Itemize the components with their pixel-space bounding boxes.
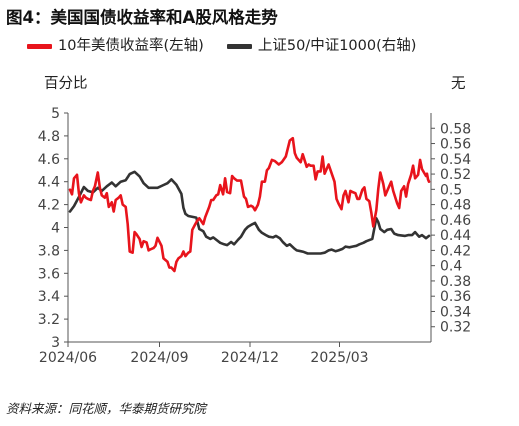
source-note: 资料来源：同花顺，华泰期货研究院 <box>6 401 207 416</box>
right-axis-tick-label: 0.32 <box>440 320 471 336</box>
right-axis-tick-label: 0.4 <box>440 259 462 275</box>
right-axis-tick-label: 0.5 <box>440 182 462 198</box>
left-axis-tick-label: 4.4 <box>38 175 60 191</box>
x-axis-tick-label: 2024/12 <box>221 350 279 366</box>
chart-legend: 10年美债收益率(左轴) 上证50/中证1000(右轴) <box>27 34 416 54</box>
right-axis-tick-label: 0.42 <box>440 243 471 259</box>
left-axis-tick-label: 3.6 <box>38 266 60 282</box>
legend-label-index-ratio: 上证50/中证1000(右轴) <box>257 38 417 54</box>
left-axis-tick-label: 3.2 <box>38 312 60 328</box>
right-axis-tick-label: 0.52 <box>440 167 471 183</box>
right-axis-tick-label: 0.36 <box>440 289 471 305</box>
line-chart: 33.23.43.63.844.24.44.64.850.320.340.360… <box>38 106 472 366</box>
legend-swatch-index-ratio <box>226 43 252 49</box>
x-axis-tick-label: 2024/09 <box>130 350 188 366</box>
legend-item-treasury-yield: 10年美债收益率(左轴) <box>27 34 204 55</box>
left-axis-tick-label: 4.6 <box>38 152 60 168</box>
legend-swatch-treasury-yield <box>27 43 52 49</box>
left-axis-tick-label: 4.8 <box>38 129 60 145</box>
legend-label-treasury-yield: 10年美债收益率(左轴) <box>58 38 204 54</box>
legend-item-index-ratio: 上证50/中证1000(右轴) <box>226 34 417 55</box>
left-axis-tick-label: 5 <box>51 106 60 122</box>
right-axis-tick-label: 0.48 <box>440 198 471 214</box>
left-axis-tick-label: 3.8 <box>38 243 60 259</box>
right-axis-tick-label: 0.38 <box>440 274 471 290</box>
left-axis-tick-label: 4 <box>51 221 60 237</box>
left-axis-tick-label: 3.4 <box>38 289 60 305</box>
right-axis-tick-label: 0.44 <box>440 228 471 244</box>
x-axis-tick-label: 2025/03 <box>310 350 368 366</box>
right-axis-tick-label: 0.34 <box>440 304 471 320</box>
left-axis-tick-label: 4.2 <box>38 198 60 214</box>
right-axis-tick-label: 0.58 <box>440 121 471 137</box>
right-axis-unit-label: 无 <box>451 76 466 92</box>
series-line-treasury-yield <box>68 136 431 273</box>
figure-title: 图4：美国国债收益率和A股风格走势 <box>6 8 278 27</box>
right-axis-tick-label: 0.46 <box>440 213 471 229</box>
right-axis-tick-label: 0.54 <box>440 152 471 168</box>
right-axis-tick-label: 0.56 <box>440 137 471 153</box>
x-axis-tick-label: 2024/06 <box>39 350 97 366</box>
left-axis-unit-label: 百分比 <box>44 76 88 92</box>
left-axis-tick-label: 3 <box>51 335 60 351</box>
series-line-index-ratio <box>68 170 431 255</box>
